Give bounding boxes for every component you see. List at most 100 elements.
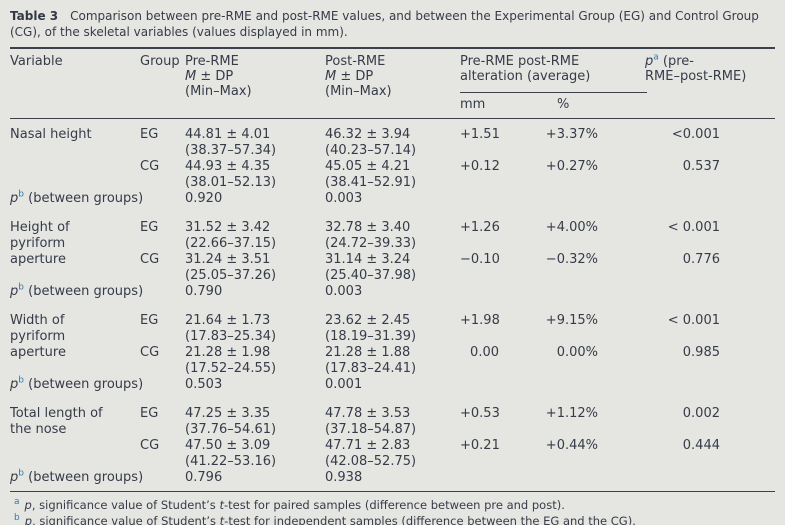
mean-sd-label: M ± DP xyxy=(325,69,460,84)
post-rme-cell: 47.71 ± 2.83 (42.08–52.75) xyxy=(325,438,417,469)
mean-sd-label: M ± DP xyxy=(185,69,325,84)
group-cell: EG xyxy=(140,313,159,328)
t-symbol: t xyxy=(219,514,225,525)
footnote-a-text-rest: -test for paired samples (difference bet… xyxy=(223,498,565,512)
table-footnotes: a p, significance value of Student’s t-te… xyxy=(10,497,775,525)
variable-column-header: Variable xyxy=(10,48,140,119)
p-symbol: p xyxy=(24,514,33,525)
alteration-mm-cell: −0.10 xyxy=(460,252,500,267)
alteration-header-rule xyxy=(460,92,647,93)
p-header-text-2: RME–post-RME) xyxy=(645,69,747,84)
between-groups-row: pb (between groups) 0.796 0.938 xyxy=(10,468,775,492)
alteration-subheader-row: mm % xyxy=(460,97,610,112)
empty-cell xyxy=(460,470,775,492)
alteration-percent-cell: +9.15% xyxy=(545,313,598,328)
table-row-nose-length-cg: CG 47.50 ± 3.09 (41.22–53.16) 47.71 ± 2.… xyxy=(10,438,775,470)
p-value-cell: 0.444 xyxy=(682,438,720,453)
post-rme-cell: 45.05 ± 4.21 (38.41–52.91) xyxy=(325,159,417,190)
minmax-label: (Min–Max) xyxy=(325,84,392,99)
alteration-percent-cell: +4.00% xyxy=(545,220,598,235)
between-groups-text: (between groups) xyxy=(23,284,144,299)
p-value-cell: <0.001 xyxy=(671,127,720,142)
p-value-column-header: pa (pre- RME–post-RME) xyxy=(610,48,775,119)
between-groups-label: pb (between groups) xyxy=(10,375,185,398)
p-symbol: p xyxy=(645,54,654,69)
variable-header-label: Variable xyxy=(10,54,63,69)
between-groups-row: pb (between groups) 0.920 0.003 xyxy=(10,189,775,212)
alteration-percent-cell: +1.12% xyxy=(545,406,598,421)
group-cell: CG xyxy=(140,159,160,174)
variable-cell: Width of pyriform aperture xyxy=(10,313,66,360)
post-rme-cell: 21.28 ± 1.88 (17.83–24.41) xyxy=(325,345,417,376)
empty-cell xyxy=(460,377,775,398)
group-cell: CG xyxy=(140,345,160,360)
post-rme-cell: 46.32 ± 3.94 (40.23–57.14) xyxy=(325,127,417,158)
footnote-marker-b: b xyxy=(18,468,24,479)
post-rme-cell: 32.78 ± 3.40 (24.72–39.33) xyxy=(325,220,417,251)
pre-rme-column-header: Pre-RME M ± DP (Min–Max) xyxy=(185,48,325,119)
alteration-percent-cell: +0.27% xyxy=(545,159,598,174)
post-rme-column-header: Post-RME M ± DP (Min–Max) xyxy=(325,48,460,119)
pre-rme-cell: 21.64 ± 1.73 (17.83–25.34) xyxy=(185,313,277,344)
pre-rme-cell: 44.93 ± 4.35 (38.01–52.13) xyxy=(185,159,277,190)
footnote-marker-b: b xyxy=(18,189,24,200)
mm-subheader: mm xyxy=(460,97,486,112)
group-cell: CG xyxy=(140,438,160,453)
p-symbol: p xyxy=(24,498,32,512)
table-row-nasal-height-eg: Nasal height EG 44.81 ± 4.01 (38.37–57.3… xyxy=(10,119,775,160)
between-groups-post-p: 0.938 xyxy=(325,470,363,485)
pre-rme-cell: 44.81 ± 4.01 (38.37–57.34) xyxy=(185,127,277,158)
table-header: Variable Group Pre-RME M ± DP (Min–Max) … xyxy=(10,48,775,119)
footnote-marker-b: b xyxy=(18,375,24,386)
p-value-cell: < 0.001 xyxy=(667,220,720,235)
footnote-marker-b: b xyxy=(14,513,20,524)
group-cell: EG xyxy=(140,220,159,235)
group-header-label: Group xyxy=(140,54,180,69)
minmax-label: (Min–Max) xyxy=(185,84,252,99)
variable-cell: Total length of the nose xyxy=(10,406,103,437)
p-value-cell: 0.776 xyxy=(682,252,720,267)
alteration-mm-cell: 0.00 xyxy=(470,345,499,360)
between-groups-pre-p: 0.796 xyxy=(185,470,223,485)
p-value-cell: 0.985 xyxy=(682,345,720,360)
between-groups-row: pb (between groups) 0.503 0.001 xyxy=(10,375,775,398)
pre-rme-cell: 47.50 ± 3.09 (41.22–53.16) xyxy=(185,438,277,469)
alteration-mm-cell: +1.26 xyxy=(460,220,500,235)
between-groups-text: (between groups) xyxy=(23,470,144,485)
between-groups-text: (between groups) xyxy=(23,191,144,206)
alteration-percent-cell: −0.32% xyxy=(545,252,598,267)
percent-subheader: % xyxy=(557,97,570,112)
p-symbol: p xyxy=(10,470,19,485)
post-rme-header-label: Post-RME xyxy=(325,54,386,69)
skeletal-variables-table: Variable Group Pre-RME M ± DP (Min–Max) … xyxy=(10,47,775,492)
table-row-nose-length-eg: Total length of the nose EG 47.25 ± 3.35… xyxy=(10,398,775,438)
between-groups-post-p: 0.003 xyxy=(325,284,363,299)
between-groups-pre-p: 0.503 xyxy=(185,377,223,392)
footnote-b-text-rest: -test for independent samples (differenc… xyxy=(224,514,636,525)
alteration-header-label: Pre-RME post-RME alteration (average) xyxy=(460,54,591,84)
alteration-column-group-header: Pre-RME post-RME alteration (average) mm… xyxy=(460,48,647,119)
pre-rme-cell: 31.52 ± 3.42 (22.66–37.15) xyxy=(185,220,277,251)
footnote-b-text: , significance value of Student’s xyxy=(32,514,220,525)
p-symbol: p xyxy=(10,191,19,206)
footnote-a: a p, significance value of Student’s t-te… xyxy=(14,497,775,513)
footnote-marker-a: a xyxy=(653,52,659,63)
post-rme-cell: 31.14 ± 3.24 (25.40–37.98) xyxy=(325,252,417,283)
table-caption-text: Comparison between pre-RME and post-RME … xyxy=(10,9,759,39)
table-body: Nasal height EG 44.81 ± 4.01 (38.37–57.3… xyxy=(10,119,775,492)
alteration-percent-cell: +0.44% xyxy=(545,438,598,453)
between-groups-row: pb (between groups) 0.790 0.003 xyxy=(10,283,775,305)
alteration-mm-cell: +0.53 xyxy=(460,406,500,421)
pre-rme-cell: 47.25 ± 3.35 (37.76–54.61) xyxy=(185,406,277,437)
between-groups-label: pb (between groups) xyxy=(10,283,185,305)
between-groups-label: pb (between groups) xyxy=(10,189,185,212)
between-groups-text: (between groups) xyxy=(23,377,144,392)
post-rme-cell: 23.62 ± 2.45 (18.19–31.39) xyxy=(325,313,417,344)
variable-cell: Nasal height xyxy=(10,127,92,142)
alteration-percent-cell: 0.00% xyxy=(556,345,598,360)
p-symbol: p xyxy=(10,284,19,299)
group-column-header: Group xyxy=(140,48,185,119)
p-value-cell: 0.002 xyxy=(682,406,720,421)
mean-symbol: M xyxy=(185,69,197,84)
table-row-pyriform-height-cg: CG 31.24 ± 3.51 (25.05–37.26) 31.14 ± 3.… xyxy=(10,252,775,284)
